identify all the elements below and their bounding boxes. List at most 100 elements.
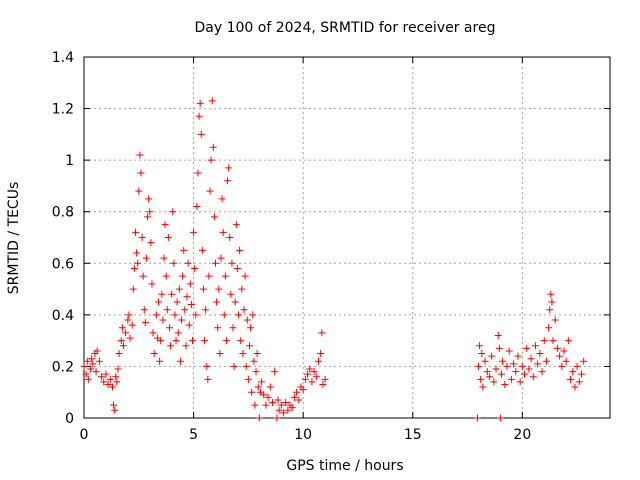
data-point [216,350,224,358]
data-point [174,329,182,337]
data-point [130,264,138,272]
data-point [207,156,215,164]
data-point [225,164,233,172]
data-point [282,399,290,407]
data-point [119,342,127,350]
data-point [525,365,533,373]
data-point [567,375,575,383]
data-point [140,306,148,314]
data-point [227,290,235,298]
data-point [542,357,550,365]
data-point [315,357,323,365]
data-point [196,99,204,107]
data-point [122,329,130,337]
data-point [84,375,92,383]
data-point [112,373,120,381]
data-point [312,373,320,381]
data-point [167,342,175,350]
data-point [115,350,123,358]
data-point [203,362,211,370]
data-point [218,195,226,203]
data-point [108,383,116,391]
data-point [206,187,214,195]
data-point [146,208,154,216]
data-point [142,254,150,262]
data-point [536,350,544,358]
data-point [170,259,178,267]
data-point [95,357,103,365]
data-point [158,290,166,298]
data-point [580,357,588,365]
data-point [251,401,259,409]
data-point [138,234,146,241]
data-point [124,316,132,324]
data-point [155,298,163,306]
data-point [492,365,500,373]
data-point [250,357,258,365]
data-point [485,373,493,381]
data-point [210,213,218,221]
data-point [255,414,263,422]
data-point [192,311,200,319]
data-point [295,396,303,404]
data-point [141,319,149,327]
data-point [564,337,572,345]
plot-frame [83,56,611,419]
data-point [501,380,509,388]
axes [83,56,611,419]
data-point [214,324,222,332]
data-point [498,370,506,378]
data-point [133,249,141,257]
data-point [93,347,101,355]
data-point [194,169,202,177]
data-point [279,409,287,417]
y-tick-label: 0.2 [52,359,74,375]
data-point [213,298,221,306]
data-point [518,362,526,370]
data-point [128,321,136,329]
data-point [236,246,244,254]
data-point [98,373,106,381]
data-point [306,365,314,373]
data-point [125,311,133,319]
y-axis-label: SRMTID / TECUs [6,182,22,295]
data-point [204,375,212,383]
data-point [299,386,307,394]
data-point [317,350,325,358]
data-point [100,378,108,386]
data-point [240,306,248,314]
data-point [495,344,503,352]
data-point [169,208,177,216]
data-point [534,360,542,368]
data-point [215,285,223,293]
data-point [546,306,554,314]
data-point [527,355,535,363]
data-point [136,151,144,159]
data-point [569,368,577,376]
data-point [88,355,96,363]
data-point [547,290,555,298]
data-point [571,383,579,391]
data-point [224,177,232,185]
data-point [258,378,266,386]
data-point [243,316,251,324]
data-point [217,254,225,262]
data-point [106,375,114,383]
data-point [494,331,502,339]
data-point [132,228,140,236]
y-tick-label: 0.6 [52,256,74,272]
data-point [318,329,326,337]
data-point [205,272,213,280]
data-point [156,357,164,365]
data-point [152,311,160,319]
data-point [220,311,228,319]
data-point [284,406,292,414]
data-point [161,221,169,229]
data-point [173,298,181,306]
data-point [187,301,195,309]
data-point [195,112,203,120]
data-point [235,311,243,319]
data-point [319,380,327,388]
data-point [529,373,537,381]
data-point [150,350,158,358]
